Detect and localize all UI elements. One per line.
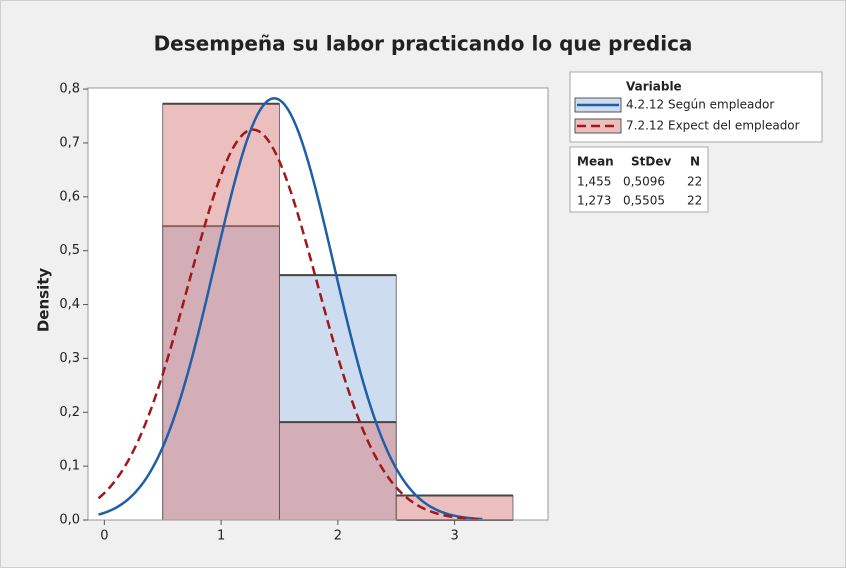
fit-curve	[98, 97, 483, 520]
y-tick-label: 0,6	[59, 189, 80, 204]
stats-cell: 0,5096	[623, 175, 665, 189]
stats-header: N	[690, 155, 700, 169]
y-tick-label: 0,3	[59, 351, 80, 366]
stats-table	[569, 146, 709, 213]
y-axis-label: Density	[35, 268, 53, 333]
stats-cell: 1,273	[577, 194, 611, 208]
y-tick-label: 0,4	[59, 297, 80, 312]
legend-label: 7.2.12 Expect del empleador	[626, 119, 800, 133]
x-tick-label: 0	[100, 529, 108, 544]
plot-border	[87, 87, 549, 521]
legend-label: 4.2.12 Según empleador	[626, 98, 774, 112]
stats-cell: 0,5505	[623, 194, 665, 208]
y-tick-label: 0,2	[59, 405, 80, 420]
legend-title: Variable	[626, 80, 682, 94]
chart-title: Desempeña su labor practicando lo que pr…	[154, 32, 693, 56]
y-tick-label: 0,8	[59, 82, 80, 97]
y-tick-label: 0,1	[59, 459, 80, 474]
y-tick-label: 0,0	[59, 513, 80, 528]
stats-header: Mean	[577, 155, 614, 169]
x-tick-label: 1	[217, 529, 225, 544]
histogram-bar	[162, 103, 280, 521]
stats-header: StDev	[631, 155, 671, 169]
curves	[97, 97, 483, 520]
stats-cell: 1,455	[577, 175, 611, 189]
y-tick-label: 0,5	[59, 243, 80, 258]
x-tick-label: 3	[450, 529, 458, 544]
stats-cell: 22	[687, 175, 702, 189]
y-tick-label: 0,7	[59, 135, 80, 150]
stats-cell: 22	[687, 194, 702, 208]
histogram-bar	[279, 421, 397, 521]
x-tick-label: 2	[334, 529, 342, 544]
